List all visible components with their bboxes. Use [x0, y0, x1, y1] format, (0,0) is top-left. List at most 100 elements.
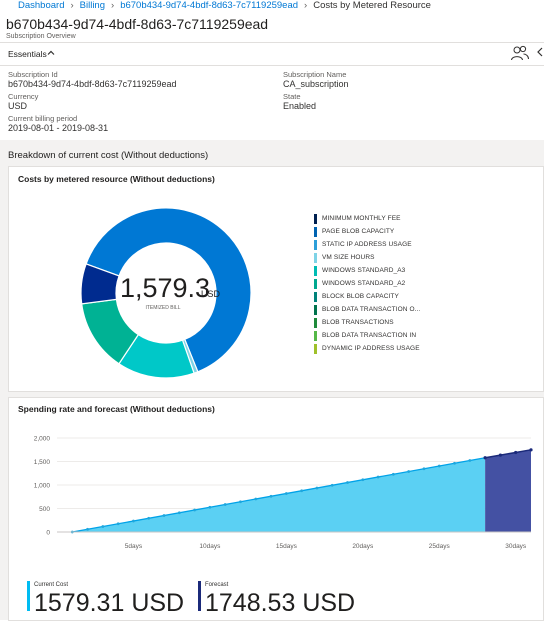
- breadcrumb-billing[interactable]: Billing: [79, 0, 106, 11]
- breadcrumb-separator: ›: [70, 0, 74, 11]
- subscription-name-label: Subscription Name: [283, 70, 347, 79]
- donut-slice[interactable]: [85, 207, 252, 373]
- current-cost-point: [239, 500, 242, 504]
- legend-label: PAGE BLOB CAPACITY: [322, 228, 395, 235]
- current-cost-point: [468, 459, 472, 462]
- chevron-left-icon[interactable]: [535, 46, 544, 58]
- forecast-area: [485, 449, 531, 532]
- current-cost-label: Current Cost: [34, 582, 69, 588]
- costs-by-resource-card: Costs by metered resource (Without deduc…: [8, 166, 544, 392]
- essentials-toggle-label[interactable]: Essentials: [8, 49, 47, 59]
- y-tick-label: 1,000: [34, 483, 51, 490]
- legend-label: BLOB DATA TRANSACTION O...: [322, 306, 421, 313]
- legend-swatch: [314, 240, 317, 250]
- breadcrumb-dashboard[interactable]: Dashboard: [18, 0, 65, 11]
- current-cost-point: [208, 505, 212, 509]
- state-label: State: [283, 92, 301, 101]
- y-tick-label: 1,500: [34, 459, 51, 466]
- legend-swatch: [314, 214, 317, 224]
- donut-center-label: ITEMIZED BILL: [145, 305, 180, 311]
- current-cost-point: [254, 497, 258, 501]
- donut-center-value: 1,579.3: [120, 273, 210, 303]
- current-cost-point: [300, 489, 304, 493]
- donut-slice[interactable]: [80, 263, 120, 305]
- current-cost-point: [269, 494, 273, 498]
- legend-label: WINDOWS STANDARD_A3: [322, 267, 406, 274]
- legend-swatch: [314, 279, 317, 289]
- forecast-line: [485, 449, 532, 459]
- current-cost-point: [86, 527, 89, 531]
- breadcrumb-separator: ›: [111, 0, 115, 11]
- page-title: b670b434-9d74-4bdf-8d63-7c7119259ead: [6, 16, 269, 32]
- current-cost-line: [72, 457, 486, 533]
- chevron-up-icon[interactable]: [46, 48, 56, 58]
- current-cost-point: [437, 464, 441, 468]
- legend-swatch: [314, 331, 317, 341]
- current-cost-point: [407, 470, 411, 473]
- currency-value: USD: [8, 101, 28, 111]
- current-cost-point: [284, 492, 288, 495]
- donut-center-unit: USD: [201, 289, 221, 299]
- current-cost-point: [116, 522, 120, 526]
- state-value: Enabled: [283, 101, 317, 111]
- legend-label: VM SIZE HOURS: [322, 254, 375, 261]
- divider: [0, 42, 544, 43]
- y-tick-label: 2,000: [34, 436, 51, 443]
- legend-label: BLOB TRANSACTIONS: [322, 319, 394, 326]
- current-cost-point: [177, 511, 181, 515]
- billing-period-label: Current billing period: [8, 114, 78, 123]
- current-cost-point: [315, 486, 319, 490]
- current-cost-point: [132, 519, 135, 523]
- breadcrumb: Dashboard › Billing › b670b434-9d74-4bdf-8d6…: [0, 0, 544, 14]
- x-tick-label: 5days: [125, 543, 143, 550]
- legend-swatch: [314, 227, 317, 237]
- spending-forecast-title: Spending rate and forecast (Without dedu…: [18, 404, 215, 414]
- current-cost-point: [376, 475, 380, 479]
- legend-swatch: [314, 318, 317, 328]
- y-tick-label: 0: [46, 530, 50, 537]
- legend-swatch: [314, 292, 317, 302]
- y-tick-label: 500: [39, 506, 50, 513]
- current-cost-point: [147, 516, 151, 520]
- subscription-id-value: b670b434-9d74-4bdf-8d63-7c7119259ead: [8, 79, 177, 89]
- breakdown-title: Breakdown of current cost (Without deduc…: [8, 150, 209, 161]
- spending-area-chart: 0 500 1,000 1,500 2,000 5days 10days 15days 20da…: [34, 436, 533, 550]
- donut-chart: 1,579.3 USD ITEMIZED BILL: [80, 207, 252, 379]
- forecast-label: Forecast: [205, 582, 229, 588]
- current-cost-point: [453, 461, 456, 465]
- current-cost-marker: [27, 581, 30, 611]
- forecast-point: [483, 456, 487, 460]
- billing-period-value: 2019-08-01 - 2019-08-31: [8, 123, 109, 133]
- x-tick-label: 30days: [505, 543, 527, 550]
- x-tick-label: 15days: [276, 543, 298, 550]
- forecast-point: [514, 450, 518, 455]
- legend-label: BLOB DATA TRANSACTION IN: [322, 332, 417, 339]
- legend-label: WINDOWS STANDARD_A2: [322, 280, 406, 287]
- legend-swatch: [314, 344, 317, 354]
- subscription-name-value: CA_subscription: [283, 79, 349, 89]
- current-cost-point: [361, 478, 365, 482]
- legend-swatch: [314, 305, 317, 315]
- costs-by-resource-title: Costs by metered resource (Without deduc…: [18, 174, 215, 184]
- x-tick-label: 10days: [199, 543, 221, 550]
- subscription-id-label: Subscription Id: [8, 70, 58, 79]
- current-cost-point: [330, 483, 334, 487]
- breadcrumb-subscription[interactable]: b670b434-9d74-4bdf-8d63-7c7119259ead: [120, 0, 299, 11]
- breadcrumb-current: Costs by Metered Resource: [313, 0, 431, 11]
- people-icon[interactable]: [510, 44, 530, 62]
- current-cost-point: [223, 503, 227, 506]
- breadcrumb-separator: ›: [304, 0, 308, 11]
- current-cost-point: [162, 514, 166, 517]
- current-cost-point: [346, 481, 349, 484]
- x-tick-label: 25days: [429, 543, 451, 550]
- forecast-value: 1748.53 USD: [205, 589, 356, 617]
- current-cost-value: 1579.31 USD: [34, 589, 185, 617]
- legend-label: BLOCK BLOB CAPACITY: [322, 293, 399, 300]
- legend-label: MINIMUM MONTHLY FEE: [322, 215, 401, 222]
- legend-label: DYNAMIC IP ADDRESS USAGE: [322, 345, 420, 352]
- x-tick-label: 20days: [352, 543, 374, 550]
- current-cost-point: [391, 472, 395, 476]
- page-subtitle: Subscription Overview: [6, 33, 76, 40]
- legend-swatch: [314, 253, 317, 263]
- forecast-point: [529, 448, 533, 452]
